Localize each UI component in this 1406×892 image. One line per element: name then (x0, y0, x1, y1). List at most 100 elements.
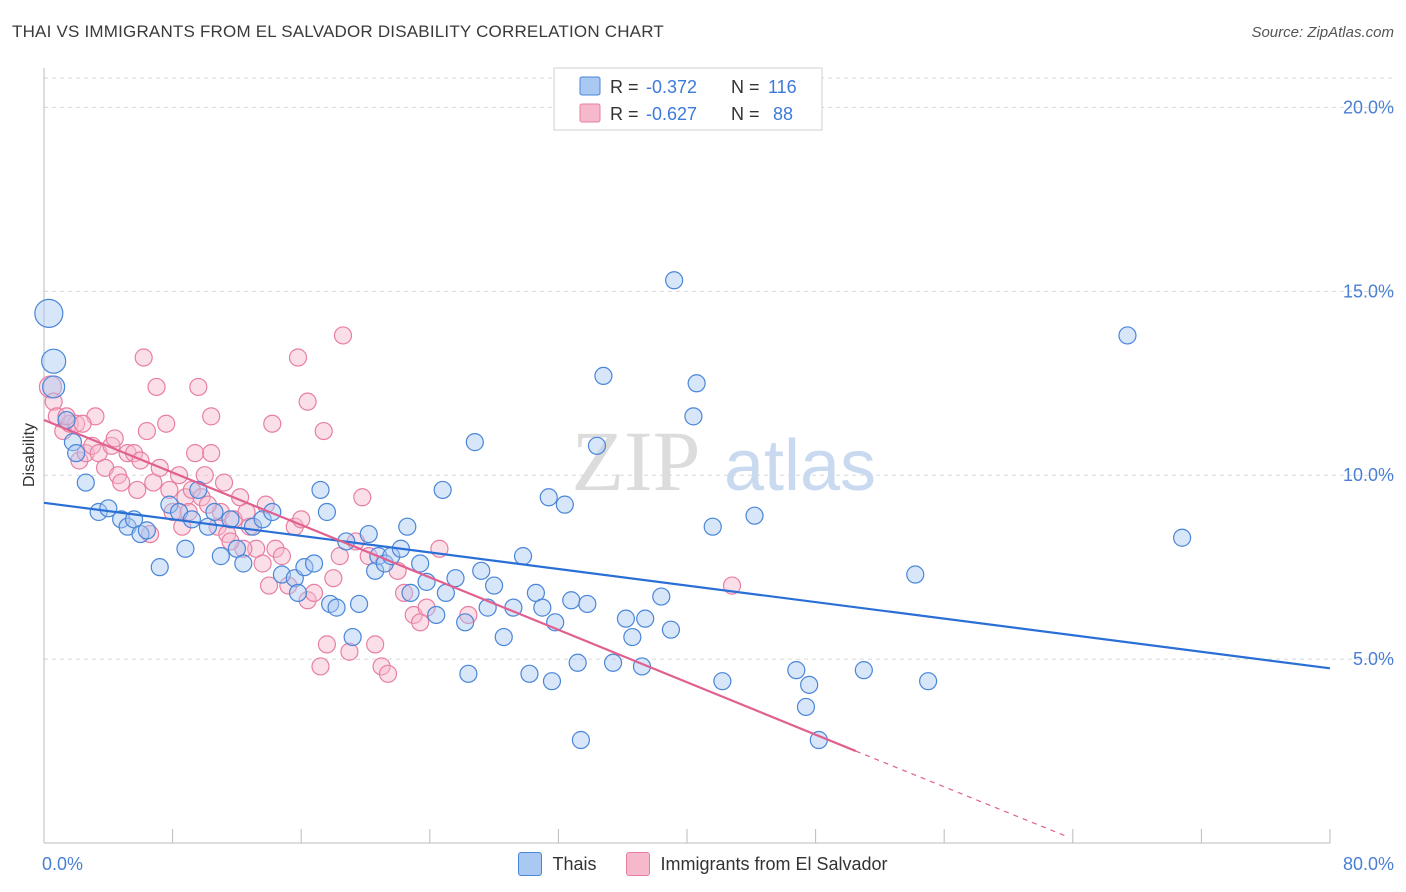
el-salvador-point (298, 591, 317, 610)
thais-point (578, 594, 597, 614)
thais-point (745, 506, 764, 525)
el-salvador-point (272, 547, 292, 566)
legend-swatch-el-salvador (579, 103, 601, 123)
thais-point (636, 609, 655, 628)
thais-point (513, 547, 533, 566)
thais-point (542, 672, 562, 691)
thais-point (433, 480, 452, 500)
thais-point (456, 613, 475, 632)
el-salvador-point (298, 392, 317, 411)
el-salvador-point (112, 473, 131, 492)
el-salvador-point (76, 444, 95, 463)
thais-point (76, 473, 95, 492)
thais-point (533, 598, 552, 617)
thais-point (919, 672, 938, 691)
thais-point (713, 672, 732, 691)
thais-point (854, 661, 873, 680)
x-tick-label: 0.0% (42, 854, 83, 874)
el-salvador-point (189, 377, 208, 397)
el-salvador-point (221, 532, 240, 551)
thais-point (42, 375, 66, 399)
el-salvador-point (259, 576, 279, 595)
thais-point (34, 298, 64, 328)
watermark-atlas: atlas (724, 426, 876, 506)
thais-point (465, 433, 484, 452)
thais-point (446, 569, 465, 588)
el-salvador-point (263, 414, 282, 433)
watermark: ZIP atlas (572, 413, 877, 509)
axes (43, 68, 1331, 844)
thais-point (1118, 326, 1137, 345)
trend-lines (43, 419, 1331, 837)
thais-point (1173, 528, 1192, 547)
y-tick-label: 10.0% (1343, 465, 1394, 485)
thais-point (787, 661, 806, 680)
bottom-legend: Thais Immigrants from El Salvador (0, 852, 1406, 876)
thais-point (160, 495, 179, 514)
y-tick-label: 5.0% (1353, 649, 1394, 669)
el-salvador-point (340, 642, 359, 661)
thais-point (137, 521, 156, 540)
y-tick-label: 20.0% (1343, 97, 1394, 117)
thais-point (343, 627, 362, 647)
thais-point (295, 558, 314, 577)
el-salvador-point (353, 488, 372, 507)
x-tick-labels: 0.0% 80.0% (42, 854, 1394, 874)
el-salvador-point (160, 480, 179, 500)
watermark-zip: ZIP (572, 413, 701, 509)
thais-point (311, 480, 330, 500)
legend-n-value-0: 116 (768, 77, 797, 97)
thais-point (796, 697, 816, 717)
y-tick-labels: 5.0% 10.0% 15.0% 20.0% (1343, 97, 1394, 669)
el-salvador-point (186, 444, 205, 463)
el-salvador-point (128, 480, 147, 500)
thais-point (327, 598, 346, 617)
el-salvador-point (147, 377, 166, 397)
thais-point (684, 407, 703, 426)
thais-point (41, 348, 67, 374)
thais-point (661, 620, 681, 639)
el-salvador-point (372, 657, 391, 676)
thais-point (571, 730, 591, 750)
legend-n-label-1: N = (731, 104, 760, 124)
thais-point (349, 594, 369, 614)
legend-r-label-1: R = (610, 104, 639, 124)
thais-point (520, 664, 539, 683)
chart-title: THAI VS IMMIGRANTS FROM EL SALVADOR DISA… (12, 22, 664, 41)
el-salvador-point (417, 598, 436, 617)
thais-point (205, 502, 224, 522)
thais-point (288, 583, 308, 603)
trend-line-thais (43, 501, 1331, 670)
el-salvador-point (311, 657, 330, 676)
thais-point (401, 583, 420, 603)
thais-point (472, 561, 491, 580)
thais-point (485, 576, 504, 595)
el-salvador-point (134, 348, 153, 367)
thais-point (906, 565, 925, 584)
legend-item-thais[interactable]: Thais (518, 852, 596, 876)
el-salvador-point (324, 569, 343, 588)
thais-point (234, 554, 253, 573)
el-salvador-point (314, 421, 333, 441)
legend-label-el-salvador: Immigrants from El Salvador (660, 853, 888, 874)
el-salvador-point (366, 635, 385, 654)
thais-point (459, 664, 478, 683)
trend-line-el-salvador-extension (855, 750, 1065, 837)
thais-point (800, 675, 819, 694)
legend-item-el-salvador[interactable]: Immigrants from El Salvador (626, 852, 888, 876)
series-el-salvador-points (38, 326, 742, 683)
thais-point (562, 591, 581, 610)
el-salvador-point (378, 664, 398, 683)
thais-point (623, 627, 642, 647)
thais-point (67, 444, 86, 463)
thais-point (539, 488, 558, 507)
thais-point (555, 495, 574, 514)
legend-r-value-0: -0.372 (646, 77, 697, 97)
thais-point (359, 524, 378, 544)
el-salvador-point (202, 407, 221, 426)
el-salvador-point (304, 583, 324, 603)
legend-n-value-1: 88 (773, 104, 793, 124)
el-salvador-point (105, 429, 124, 448)
thais-point (182, 510, 201, 529)
thais-point (411, 554, 430, 573)
